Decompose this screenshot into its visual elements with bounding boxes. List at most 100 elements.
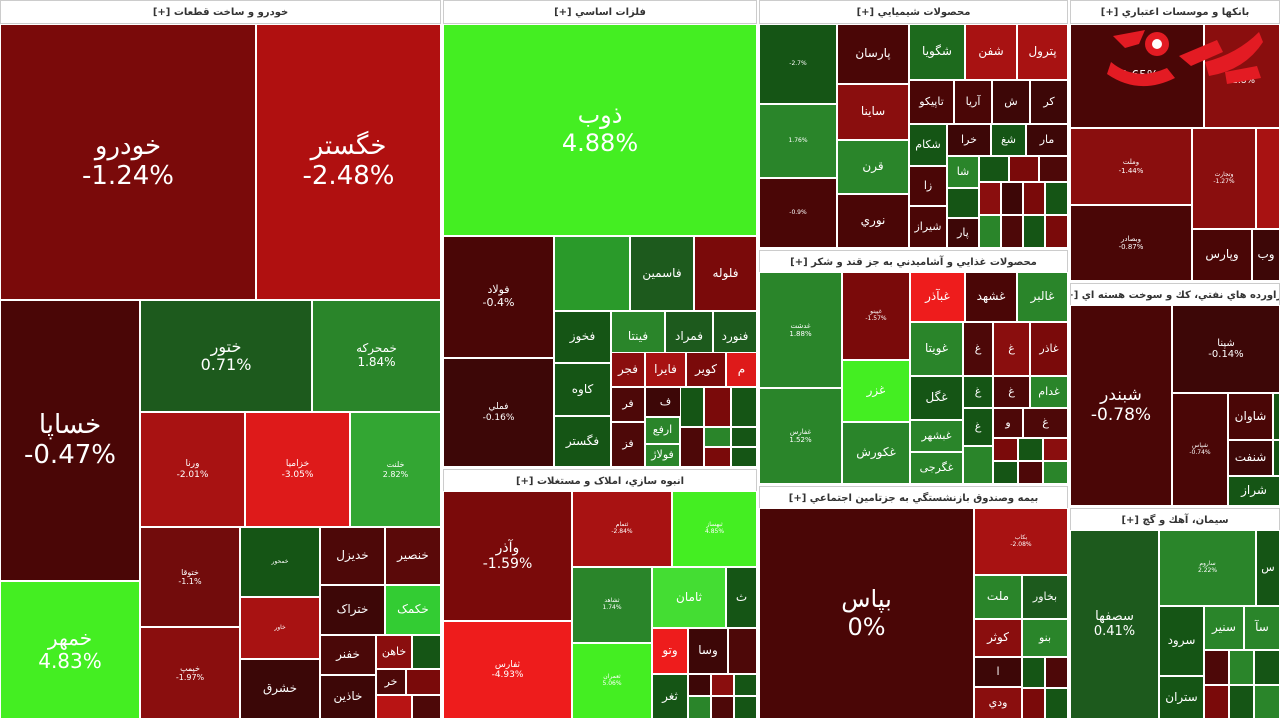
tile-food-26[interactable]	[1018, 461, 1043, 484]
tile-auto-11[interactable]: خمحور	[240, 527, 320, 597]
tile-build-13[interactable]	[711, 674, 734, 696]
tile-metal-22[interactable]	[704, 387, 731, 427]
tile-food-0[interactable]: غدشت 1.88%	[759, 272, 842, 388]
tile-metal-21[interactable]	[680, 387, 704, 427]
tile-metal-20[interactable]: فولاژ	[645, 444, 680, 467]
tile-insur-8[interactable]	[1022, 657, 1045, 688]
tile-chem-14[interactable]: شکام	[909, 124, 947, 166]
sector-header-bank[interactable]: بانكها و موسسات اعتباري [+]	[1070, 0, 1280, 24]
tile-bank-3[interactable]: وبصادر -0.87%	[1070, 205, 1192, 281]
tile-cement-12[interactable]	[1254, 685, 1280, 719]
tile-build-15[interactable]	[688, 696, 711, 719]
tile-metal-5[interactable]: فلوله	[694, 236, 757, 311]
tile-food-13[interactable]: غ	[963, 376, 993, 408]
tile-auto-9[interactable]: ختوقا -1.1%	[140, 527, 240, 627]
tile-metal-24[interactable]	[680, 427, 704, 467]
tile-insur-6[interactable]: ا	[974, 657, 1022, 687]
tile-metal-12[interactable]: فایرا	[645, 352, 686, 387]
sector-header-oil[interactable]: فراورده هاي نفتي، كك و سوخت هسته اي [+]	[1070, 283, 1280, 307]
tile-auto-24[interactable]	[376, 695, 412, 719]
sector-header-food[interactable]: محصولات غذايي و آشاميدني به جز قند و شكر…	[759, 250, 1068, 274]
tile-insur-5[interactable]: بنو	[1022, 619, 1068, 657]
tile-bank-4[interactable]: وتجارت -1.27%	[1192, 128, 1256, 229]
tile-food-27[interactable]	[1043, 461, 1068, 484]
tile-auto-2[interactable]: خساپا -0.47%	[0, 300, 140, 581]
tile-metal-6[interactable]: فخوز	[554, 311, 611, 363]
tile-cement-10[interactable]	[1204, 685, 1229, 719]
tile-auto-6[interactable]: ورنا -2.01%	[140, 412, 245, 527]
tile-food-5[interactable]: غبآذر	[910, 272, 965, 322]
tile-chem-0[interactable]: -2.7%	[759, 24, 837, 104]
tile-build-17[interactable]	[734, 696, 757, 719]
tile-chem-3[interactable]: پارسان	[837, 24, 909, 84]
tile-cement-9[interactable]	[1254, 650, 1280, 685]
tile-food-17[interactable]: غگرجی	[910, 452, 963, 484]
tile-chem-32[interactable]	[1023, 215, 1045, 248]
tile-chem-29[interactable]	[1045, 182, 1068, 215]
tile-auto-10[interactable]: خپمپ -1.97%	[140, 627, 240, 719]
tile-chem-5[interactable]: قرن	[837, 140, 909, 194]
tile-bank-6[interactable]: وپارس	[1192, 229, 1252, 281]
tile-bank-2[interactable]: وملت -1.44%	[1070, 128, 1192, 205]
tile-oil-7[interactable]: شراز	[1228, 476, 1280, 506]
tile-auto-21[interactable]: خاذین	[320, 675, 376, 719]
tile-metal-16[interactable]: فر	[611, 387, 645, 422]
tile-chem-13[interactable]: کر	[1030, 80, 1068, 124]
tile-cement-11[interactable]	[1229, 685, 1254, 719]
tile-auto-18[interactable]: خفنر	[320, 635, 376, 675]
tile-insur-10[interactable]	[1022, 688, 1045, 719]
tile-metal-13[interactable]: کویر	[686, 352, 726, 387]
sector-header-metal[interactable]: فلزات اساسي [+]	[443, 0, 757, 24]
tile-food-24[interactable]	[1043, 438, 1068, 461]
sector-header-auto[interactable]: خودرو و ساخت قطعات [+]	[0, 0, 441, 24]
sector-header-cement[interactable]: سيمان، آهك و گچ [+]	[1070, 508, 1280, 532]
tile-metal-23[interactable]	[731, 387, 757, 427]
tile-chem-12[interactable]: ش	[992, 80, 1030, 124]
tile-chem-15[interactable]: خرا	[947, 124, 991, 156]
tile-bank-5[interactable]	[1256, 128, 1280, 229]
tile-food-1[interactable]: غفارس 1.52%	[759, 388, 842, 484]
tile-food-20[interactable]: غ	[1023, 408, 1068, 438]
tile-chem-11[interactable]: آریا	[954, 80, 992, 124]
tile-food-8[interactable]: غویتا	[910, 322, 963, 376]
tile-build-12[interactable]	[688, 674, 711, 696]
tile-metal-19[interactable]: ارفع	[645, 417, 680, 444]
tile-food-2[interactable]: غپینو -1.57%	[842, 272, 910, 360]
tile-oil-0[interactable]: شبندر -0.78%	[1070, 305, 1172, 506]
tile-chem-9[interactable]: پترول	[1017, 24, 1068, 80]
tile-auto-8[interactable]: خلنت 2.82%	[350, 412, 441, 527]
tile-food-23[interactable]	[1018, 438, 1043, 461]
tile-food-16[interactable]: غبشهر	[910, 420, 963, 452]
tile-chem-24[interactable]	[947, 188, 979, 218]
tile-cement-8[interactable]	[1229, 650, 1254, 685]
tile-oil-1[interactable]: شپنا -0.14%	[1172, 305, 1280, 393]
tile-auto-0[interactable]: خودرو -1.24%	[0, 24, 256, 300]
tile-build-9[interactable]: وسا	[688, 628, 728, 674]
tile-build-3[interactable]: ثبهساز 4.85%	[672, 491, 757, 567]
tile-oil-3[interactable]: شاوان	[1228, 393, 1273, 440]
tile-chem-4[interactable]: ساینا	[837, 84, 909, 140]
sector-header-chem[interactable]: محصولات شيميايي [+]	[759, 0, 1068, 24]
tile-cement-2[interactable]: س	[1256, 530, 1280, 606]
tile-cement-5[interactable]: سآ	[1244, 606, 1280, 650]
tile-auto-1[interactable]: خگستر -2.48%	[256, 24, 441, 300]
tile-build-16[interactable]	[711, 696, 734, 719]
tile-build-0[interactable]: وآذر -1.59%	[443, 491, 572, 621]
tile-food-25[interactable]	[993, 461, 1018, 484]
tile-auto-19[interactable]: خاهن	[376, 635, 412, 669]
tile-chem-30[interactable]	[979, 215, 1001, 248]
tile-food-21[interactable]	[963, 446, 993, 484]
tile-auto-12[interactable]: خاور	[240, 597, 320, 659]
tile-chem-23[interactable]	[1039, 156, 1068, 182]
tile-metal-4[interactable]: فاسمین	[630, 236, 694, 311]
tile-food-9[interactable]: غ	[963, 322, 993, 376]
tile-build-5[interactable]: ثامان	[652, 567, 726, 628]
tile-auto-13[interactable]: خشرق	[240, 659, 320, 719]
sector-header-build[interactable]: انبوه سازي، املاک و مستغلات [+]	[443, 469, 757, 493]
tile-food-11[interactable]: غاذر	[1030, 322, 1068, 376]
tile-cement-1[interactable]: ساروم 2.22%	[1159, 530, 1256, 606]
tile-auto-7[interactable]: خزامیا -3.05%	[245, 412, 350, 527]
tile-chem-1[interactable]: 1.76%	[759, 104, 837, 178]
tile-food-7[interactable]: غالبر	[1017, 272, 1068, 322]
tile-cement-4[interactable]: سنیر	[1204, 606, 1244, 650]
